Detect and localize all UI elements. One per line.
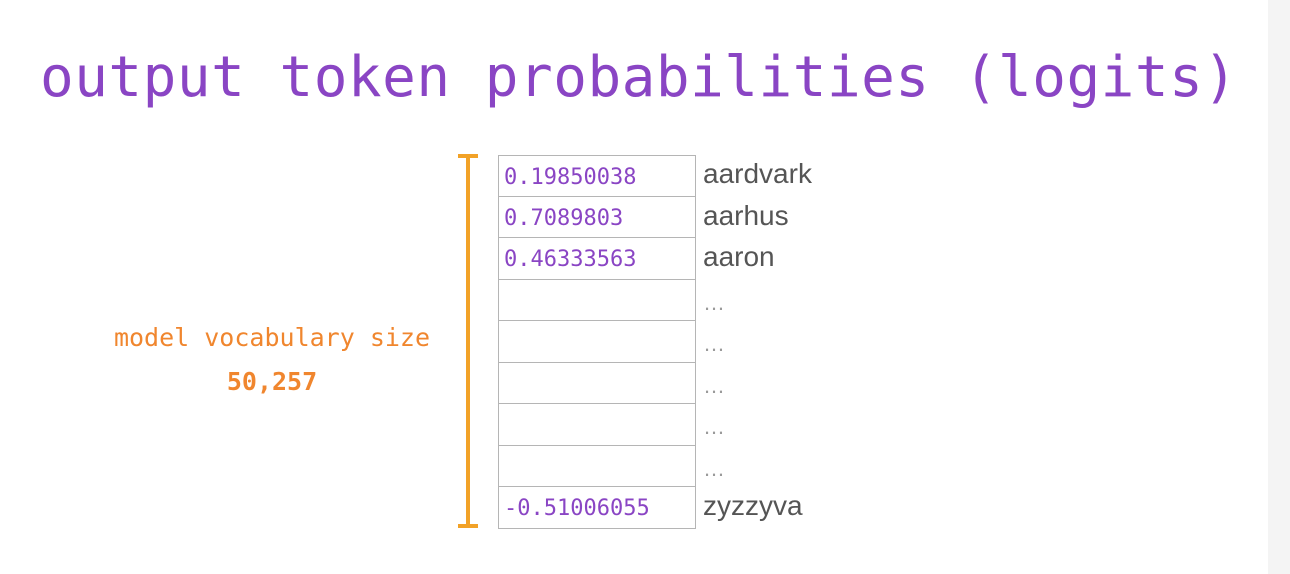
logit-row: … bbox=[498, 362, 1098, 404]
vocabulary-bracket bbox=[458, 154, 478, 528]
token-label: zyzzyva bbox=[703, 490, 803, 521]
token-label: aaron bbox=[703, 241, 775, 272]
page-title: output token probabilities (logits) bbox=[40, 45, 1238, 110]
logit-row: … bbox=[498, 445, 1098, 487]
token-label: aarhus bbox=[703, 199, 789, 231]
token-ellipsis: … bbox=[703, 331, 725, 356]
logit-row: … bbox=[498, 279, 1098, 321]
bracket-bottom-cap bbox=[458, 524, 478, 528]
logit-row: 0.46333563 aaron bbox=[498, 238, 1098, 280]
logit-value-cell bbox=[498, 445, 696, 487]
logit-row: … bbox=[498, 321, 1098, 363]
logit-value-cell bbox=[498, 404, 696, 446]
logit-value-cell: 0.19850038 bbox=[498, 155, 696, 197]
token-ellipsis: … bbox=[703, 414, 725, 439]
logit-row: 0.19850038 aardvark bbox=[498, 155, 1098, 197]
logit-row: … bbox=[498, 404, 1098, 446]
vocabulary-size-value: 50,257 bbox=[226, 367, 318, 396]
logit-value-cell: 0.7089803 bbox=[498, 196, 696, 238]
token-ellipsis: … bbox=[703, 455, 725, 481]
token-ellipsis: … bbox=[703, 372, 725, 398]
logit-row: -0.51006055 zyzzyva bbox=[498, 487, 1098, 529]
logits-vector: 0.19850038 aardvark 0.7089803 aarhus 0.4… bbox=[498, 155, 1098, 529]
logit-value-cell bbox=[498, 321, 696, 363]
right-edge-strip bbox=[1268, 0, 1290, 574]
logit-value-cell bbox=[498, 362, 696, 404]
bracket-bar bbox=[466, 154, 470, 528]
logit-value-cell: -0.51006055 bbox=[498, 487, 696, 529]
token-label: aardvark bbox=[703, 158, 812, 189]
logit-value-cell: 0.46333563 bbox=[498, 238, 696, 280]
logit-value-cell bbox=[498, 279, 696, 321]
token-ellipsis: … bbox=[703, 289, 725, 315]
logit-row: 0.7089803 aarhus bbox=[498, 196, 1098, 238]
vocabulary-size-label: model vocabulary size bbox=[113, 323, 431, 352]
